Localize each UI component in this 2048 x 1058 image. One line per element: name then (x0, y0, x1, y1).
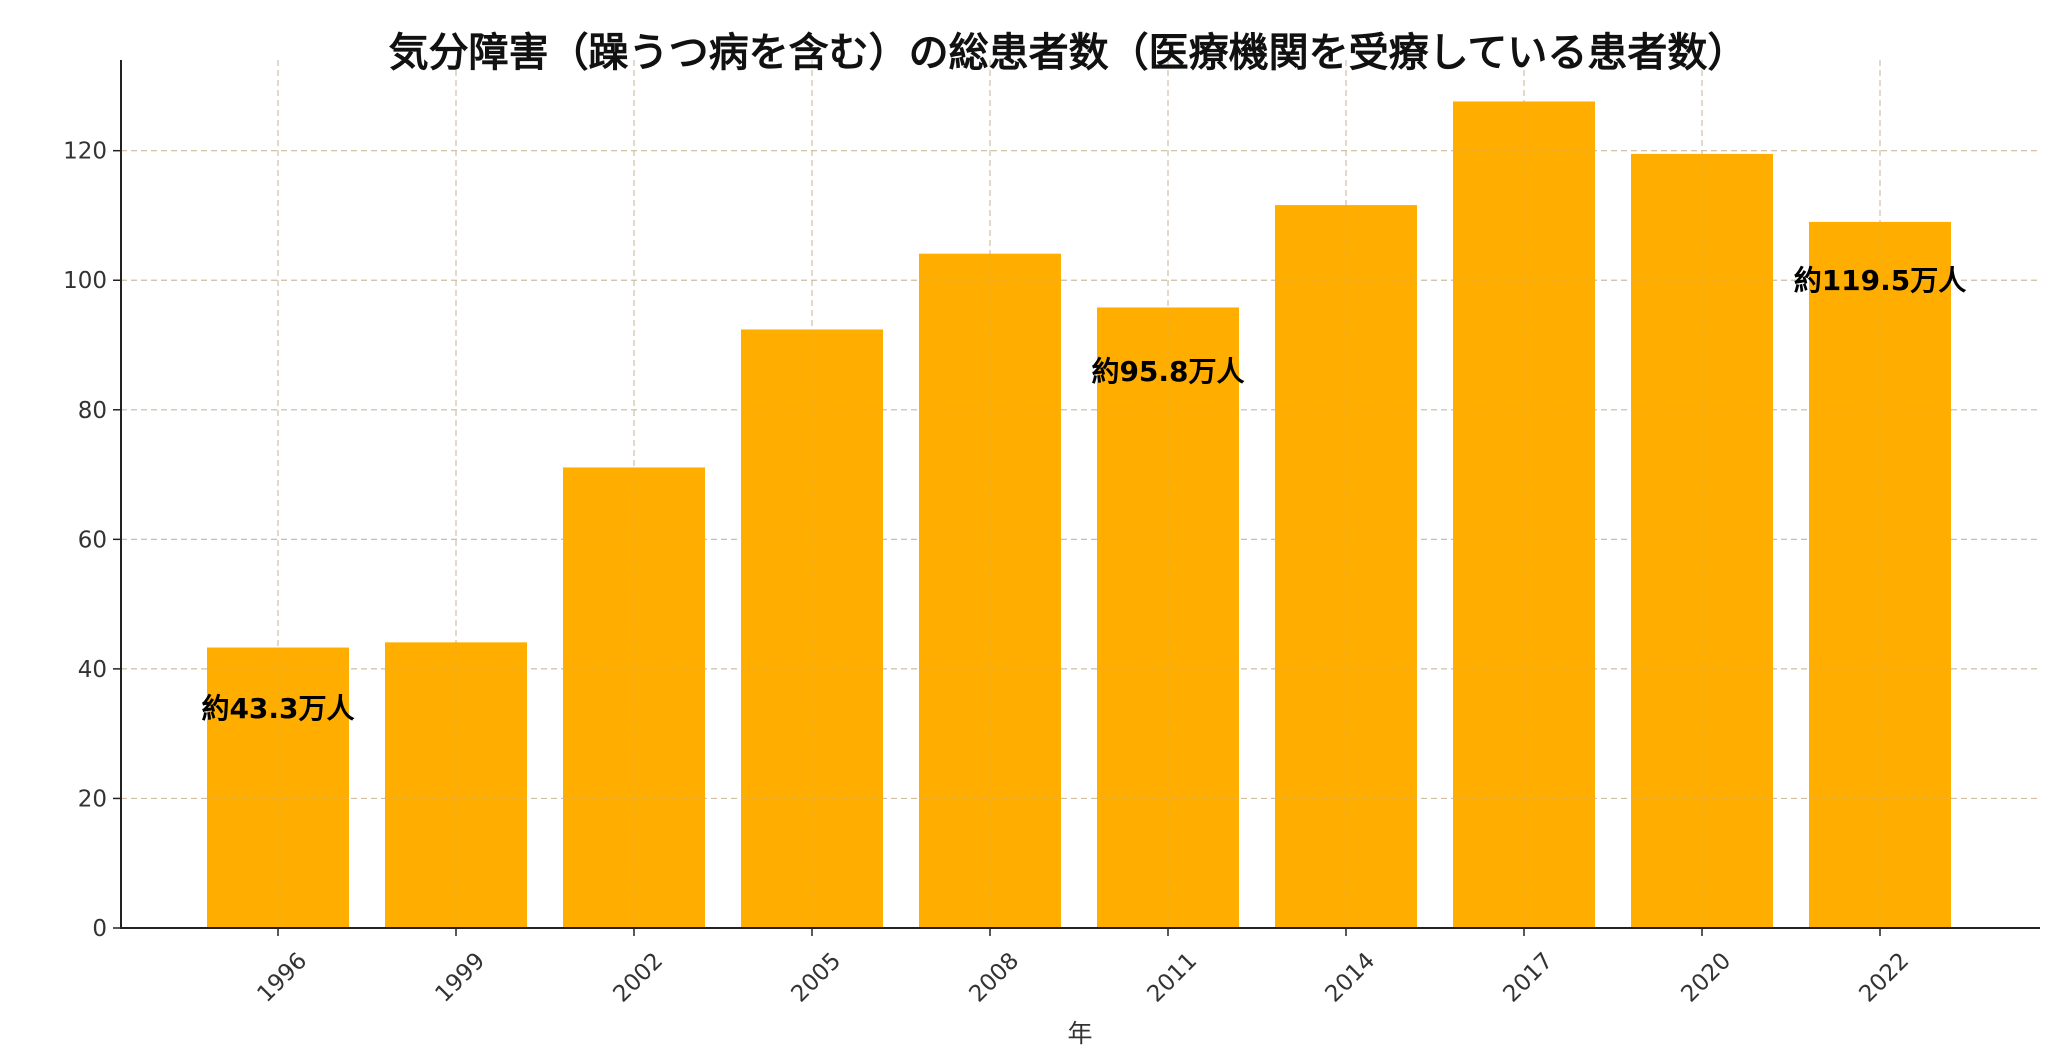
annotation-label: 約43.3万人 (201, 692, 354, 725)
annotations-layer: 約43.3万人 約95.8万人 約119.5万人 (201, 264, 1966, 725)
bar-2020 (1631, 153, 1773, 929)
x-tick-label: 2017 (1498, 948, 1558, 1008)
x-tick-label: 1996 (252, 948, 312, 1008)
y-tick-label: 0 (92, 916, 107, 942)
x-axis-label: 年 (1067, 1019, 1092, 1048)
x-tick-label: 1999 (430, 948, 490, 1008)
x-tick-label: 2005 (786, 948, 846, 1008)
bar-2022 (1809, 221, 1951, 928)
chart-title: 気分障害（躁うつ病を含む）の総患者数（医療機関を受療している患者数） (389, 30, 1748, 76)
bar-1999 (385, 642, 527, 928)
x-tick-label: 2022 (1854, 948, 1914, 1008)
x-tick-label: 2020 (1676, 948, 1736, 1008)
annotation-label: 約119.5万人 (1794, 264, 1967, 297)
y-tick-label: 20 (78, 786, 107, 812)
y-tick-label: 120 (63, 139, 107, 165)
bars-layer (121, 60, 2040, 929)
bar-2017 (1453, 101, 1595, 928)
bar-2014 (1275, 205, 1417, 928)
bar-1996 (207, 647, 349, 928)
y-tick-label: 60 (78, 527, 107, 553)
annotation-label: 約95.8万人 (1091, 355, 1244, 388)
y-tick-label: 100 (63, 268, 107, 294)
y-tick-label: 40 (78, 657, 107, 683)
bar-2011 (1097, 307, 1239, 928)
y-tick-label: 80 (78, 398, 107, 424)
x-tick-label: 2014 (1320, 948, 1380, 1008)
x-tick-label: 2008 (964, 948, 1024, 1008)
bar-2005 (741, 329, 883, 929)
bar-2008 (919, 253, 1061, 928)
x-tick-label: 2011 (1142, 948, 1202, 1008)
axes-layer (120, 60, 2040, 929)
bar-2002 (563, 467, 705, 928)
x-tick-label: 2002 (608, 948, 668, 1008)
